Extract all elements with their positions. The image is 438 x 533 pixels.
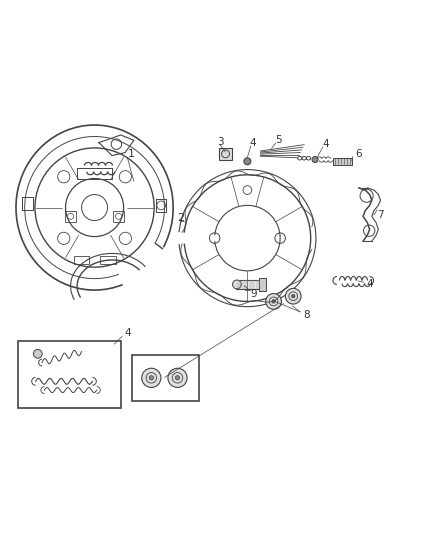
Circle shape [175,376,180,380]
Bar [113,211,124,222]
Text: 4: 4 [124,328,131,338]
Circle shape [312,157,318,163]
Circle shape [291,294,295,298]
Text: 3: 3 [217,137,224,147]
Text: 9: 9 [251,288,257,298]
Circle shape [33,350,42,358]
Text: 5: 5 [276,135,282,145]
Text: 4: 4 [366,279,373,289]
Text: 4: 4 [250,138,256,148]
Text: 1: 1 [128,149,135,159]
Bar [100,256,116,264]
Bar [259,278,266,291]
Bar [333,158,352,165]
Circle shape [272,300,276,303]
Circle shape [244,158,251,165]
Bar [74,256,89,264]
Circle shape [266,294,282,309]
Circle shape [142,368,161,387]
Bar [132,354,199,400]
Text: 2: 2 [177,213,184,223]
Bar [77,167,112,179]
Text: 8: 8 [303,310,310,319]
Text: 7: 7 [377,210,384,220]
Circle shape [149,376,153,380]
Bar [237,280,261,289]
Bar [219,148,232,159]
Text: 4: 4 [323,139,329,149]
Bar [18,341,121,408]
Circle shape [233,280,241,289]
Circle shape [168,368,187,387]
Text: 6: 6 [355,149,362,159]
Bar [65,211,76,222]
Circle shape [286,288,301,304]
